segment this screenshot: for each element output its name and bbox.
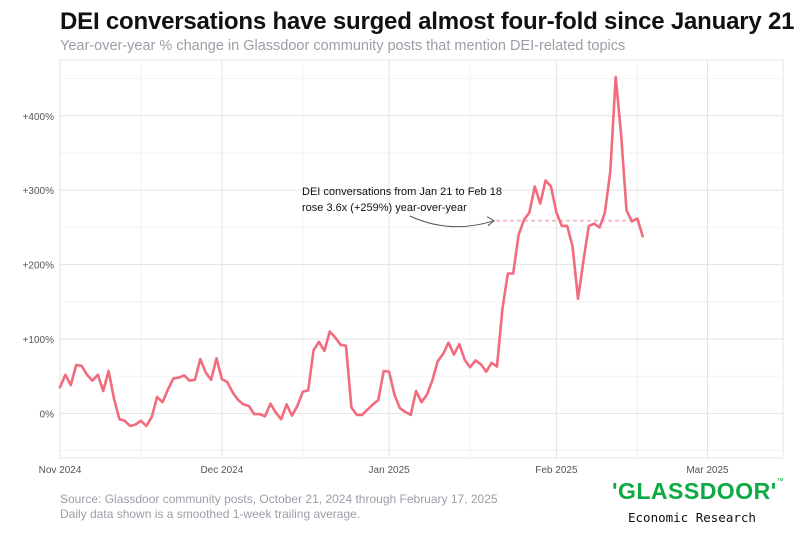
chart-subtitle: Year-over-year % change in Glassdoor com… [60, 38, 626, 54]
y-tick-label: +200% [23, 261, 55, 272]
x-tick-label: Jan 2025 [369, 465, 411, 476]
logo-wordmark: 'GLASSDOOR' [612, 478, 777, 504]
y-tick-label: +300% [23, 186, 55, 197]
y-tick-label: +100% [23, 335, 55, 346]
x-axis-ticks: Nov 2024 Dec 2024 Jan 2025 Feb 2025 Mar 2025 [39, 465, 729, 476]
annotation-text: rose 3.6x (+259%) year-over-year [302, 202, 467, 214]
source-note: Source: Glassdoor community posts, Octob… [60, 492, 498, 506]
x-tick-label: Nov 2024 [39, 465, 82, 476]
x-tick-label: Feb 2025 [535, 465, 578, 476]
y-tick-label: +400% [23, 112, 55, 123]
y-tick-label: 0% [40, 409, 55, 420]
glassdoor-logo: 'GLASSDOOR'™ Economic Research [612, 478, 784, 525]
arrowhead-icon [486, 216, 495, 227]
annotation-text: DEI conversations from Jan 21 to Feb 18 [302, 186, 502, 198]
chart-title: DEI conversations have surged almost fou… [60, 8, 795, 35]
annotation: DEI conversations from Jan 21 to Feb 18 r… [302, 186, 502, 228]
annotation-arrow [409, 215, 495, 228]
footer: Source: Glassdoor community posts, Octob… [60, 492, 498, 522]
method-note: Daily data shown is a smoothed 1-week tr… [60, 507, 361, 521]
x-tick-label: Mar 2025 [686, 465, 729, 476]
logo-trademark: ™ [776, 478, 784, 485]
chart-marks [58, 75, 645, 428]
series-line [58, 75, 645, 428]
x-tick-label: Dec 2024 [200, 465, 243, 476]
logo-division: Economic Research [628, 510, 756, 525]
plot-frame [59, 59, 784, 459]
grid [59, 59, 784, 459]
y-axis-ticks: 0% +100% +200% +300% +400% [23, 112, 55, 421]
